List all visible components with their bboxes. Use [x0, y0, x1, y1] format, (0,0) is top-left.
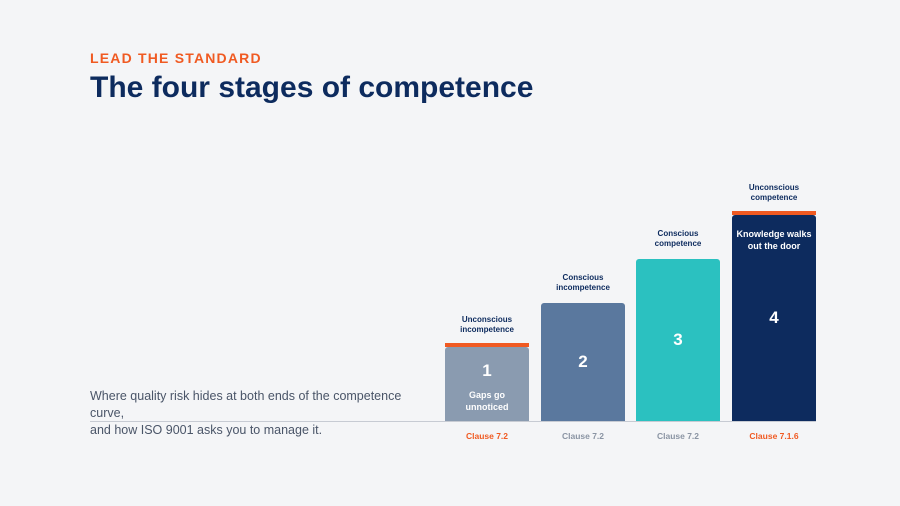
description-line-2: and how ISO 9001 asks you to manage it. — [90, 423, 323, 437]
stage-accent-1 — [445, 343, 529, 347]
stage-note-4: Knowledge walks out the door — [736, 229, 812, 251]
page-title: The four stages of competence — [90, 71, 534, 104]
chart-baseline — [90, 421, 816, 422]
stage-clause-1: Clause 7.2 — [465, 431, 509, 441]
stage-number-1: 1 — [482, 361, 492, 380]
stage-clause-4: Clause 7.1.6 — [749, 431, 799, 441]
stage-bar-3: 3 — [636, 259, 720, 421]
stage-bar-2: 2 — [541, 303, 625, 421]
stage-number-2: 2 — [578, 352, 588, 371]
description-line-1: Where quality risk hides at both ends of… — [90, 389, 402, 420]
stage-label-2: Conscious incompetence — [556, 273, 610, 292]
chart-description: Where quality risk hides at both ends of… — [90, 388, 430, 439]
stage-accent-4 — [732, 211, 816, 215]
stage-number-4: 4 — [769, 308, 779, 327]
stage-note-1: Gaps go unnoticed — [465, 390, 509, 412]
stage-label-4: Unconscious competence — [748, 183, 800, 202]
stage-bar-1: 1 Gaps go unnoticed — [445, 347, 529, 421]
stage-clause-3: Clause 7.2 — [656, 431, 700, 441]
stage-number-3: 3 — [673, 330, 683, 349]
stage-label-3: Conscious competence — [654, 229, 702, 248]
stage-clause-2: Clause 7.2 — [561, 431, 605, 441]
stage-label-1: Unconscious incompetence — [460, 315, 514, 334]
eyebrow-label: LEAD THE STANDARD — [90, 50, 262, 66]
stage-bar-4: 4 Knowledge walks out the door — [732, 215, 816, 421]
